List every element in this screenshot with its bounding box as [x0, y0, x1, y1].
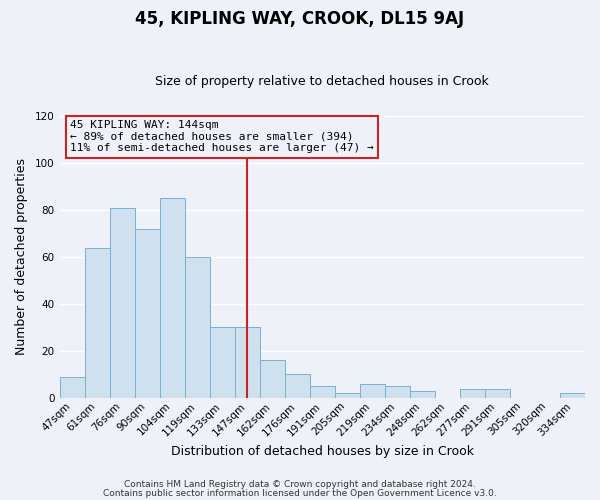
Bar	[209, 328, 235, 398]
Text: Contains public sector information licensed under the Open Government Licence v3: Contains public sector information licen…	[103, 488, 497, 498]
Bar	[235, 328, 260, 398]
Bar	[310, 386, 335, 398]
Text: 45 KIPLING WAY: 144sqm
← 89% of detached houses are smaller (394)
11% of semi-de: 45 KIPLING WAY: 144sqm ← 89% of detached…	[70, 120, 374, 154]
Bar	[285, 374, 310, 398]
Bar	[185, 257, 209, 398]
Bar	[360, 384, 385, 398]
Bar	[385, 386, 410, 398]
Bar	[160, 198, 185, 398]
Bar	[460, 388, 485, 398]
Bar	[335, 393, 360, 398]
Bar	[410, 391, 435, 398]
Text: Contains HM Land Registry data © Crown copyright and database right 2024.: Contains HM Land Registry data © Crown c…	[124, 480, 476, 489]
Bar	[134, 229, 160, 398]
X-axis label: Distribution of detached houses by size in Crook: Distribution of detached houses by size …	[171, 444, 474, 458]
Title: Size of property relative to detached houses in Crook: Size of property relative to detached ho…	[155, 76, 489, 88]
Bar	[85, 248, 110, 398]
Bar	[260, 360, 285, 398]
Text: 45, KIPLING WAY, CROOK, DL15 9AJ: 45, KIPLING WAY, CROOK, DL15 9AJ	[136, 10, 464, 28]
Bar	[59, 377, 85, 398]
Bar	[560, 393, 585, 398]
Bar	[485, 388, 510, 398]
Y-axis label: Number of detached properties: Number of detached properties	[15, 158, 28, 356]
Bar	[110, 208, 134, 398]
